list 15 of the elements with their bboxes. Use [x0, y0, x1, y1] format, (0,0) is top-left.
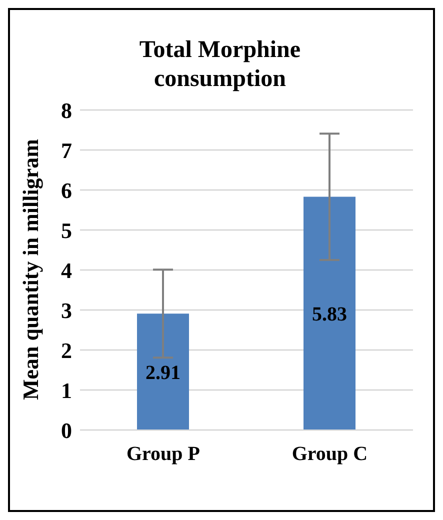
chart-title: Total Morphine consumption	[138, 36, 302, 94]
y-tick-label: 7	[61, 138, 72, 163]
x-tick-label: Group P	[126, 443, 200, 466]
y-axis-title: Mean quantity in milligram	[18, 139, 43, 400]
data-label: 2.91	[146, 362, 180, 384]
y-tick-label: 1	[61, 378, 72, 403]
y-tick-label: 5	[61, 218, 72, 243]
y-tick-label: 6	[61, 178, 72, 203]
y-tick-label: 2	[61, 338, 72, 363]
x-tick-label: Group C	[292, 443, 368, 466]
data-label: 5.83	[312, 304, 347, 326]
y-tick-label: 0	[61, 418, 72, 443]
y-tick-label: 8	[61, 98, 72, 123]
y-tick-label: 3	[61, 298, 72, 323]
y-tick-label: 4	[61, 258, 72, 283]
